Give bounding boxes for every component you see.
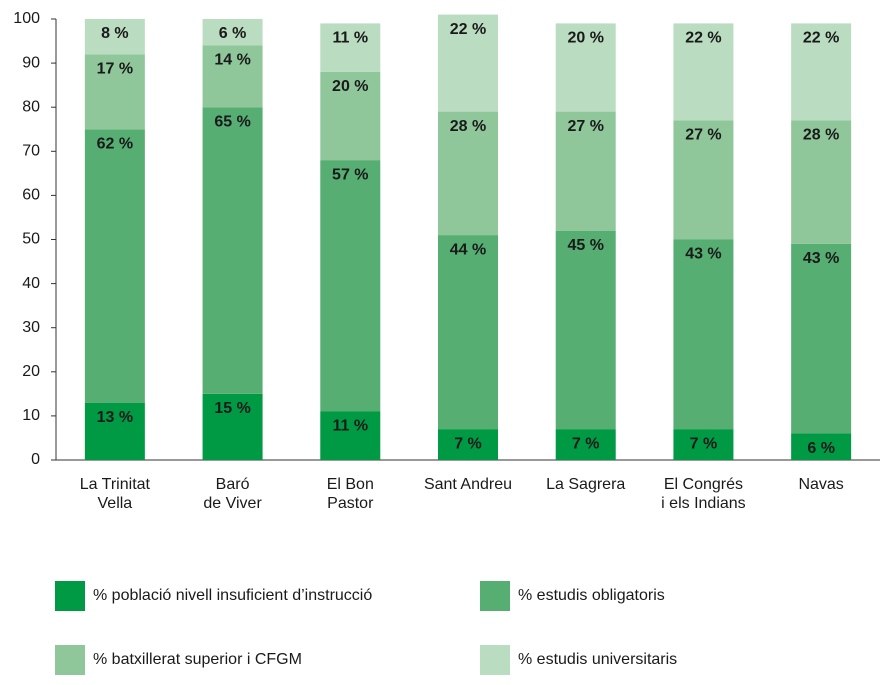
bar-segment <box>438 111 498 236</box>
value-label: 22 % <box>685 30 721 47</box>
x-tick-label: La Trinitat <box>80 476 151 493</box>
value-label: 17 % <box>97 60 133 77</box>
value-label: 7 % <box>454 435 482 452</box>
x-tick-label: La Sagrera <box>546 476 625 493</box>
bar-segment <box>438 235 498 430</box>
y-tick-label: 50 <box>22 231 40 248</box>
y-tick-label: 0 <box>31 451 40 468</box>
value-label: 20 % <box>567 30 603 47</box>
legend-label: % estudis obligatoris <box>518 587 665 604</box>
bar-segment <box>555 111 616 231</box>
bar-segment <box>791 120 852 244</box>
bar-segment <box>438 14 498 112</box>
x-tick-label: Vella <box>98 495 133 512</box>
value-label: 22 % <box>803 30 839 47</box>
bar-segment <box>84 129 145 403</box>
bar-segment <box>791 433 852 460</box>
bar-segment <box>555 429 616 460</box>
x-tick-label: Sant Andreu <box>424 476 512 493</box>
y-tick-label: 80 <box>22 98 40 115</box>
y-tick-label: 100 <box>13 10 40 27</box>
bar-segment <box>673 23 734 121</box>
value-label: 45 % <box>567 237 603 254</box>
bar-segment <box>202 45 263 108</box>
value-label: 7 % <box>572 435 600 452</box>
value-label: 43 % <box>685 246 721 263</box>
bar-segment <box>84 54 145 130</box>
x-tick-label: i els Indians <box>661 495 746 512</box>
legend-label: % població nivell insuficient d’instrucc… <box>93 587 372 604</box>
x-tick-label: Baró <box>216 476 250 493</box>
value-label: 28 % <box>803 127 839 144</box>
bar-segment <box>791 243 852 434</box>
x-tick-label: de Viver <box>203 495 262 512</box>
legend-swatch <box>480 645 510 675</box>
legend-label: % estudis universitaris <box>518 651 677 668</box>
x-tick-label: El Congrés <box>664 476 743 493</box>
y-tick-label: 20 <box>22 363 40 380</box>
bar-segment <box>320 411 381 460</box>
bar-segment <box>320 71 381 161</box>
bar-segment <box>791 23 852 121</box>
y-tick-label: 40 <box>22 275 40 292</box>
bar-segment <box>673 429 734 460</box>
value-label: 14 % <box>214 52 250 69</box>
bar-segment <box>202 19 263 46</box>
y-tick-label: 60 <box>22 187 40 204</box>
value-label: 43 % <box>803 250 839 267</box>
value-label: 57 % <box>332 166 368 183</box>
value-label: 65 % <box>214 113 250 130</box>
value-label: 22 % <box>450 21 486 38</box>
value-label: 28 % <box>450 118 486 135</box>
bar-segment <box>555 23 616 112</box>
bar-segment <box>320 23 381 72</box>
y-tick-label: 90 <box>22 54 40 71</box>
value-label: 15 % <box>214 400 250 417</box>
bar-segment <box>673 239 734 430</box>
value-label: 11 % <box>332 30 368 47</box>
bar-segment <box>438 429 498 460</box>
x-tick-label: Navas <box>798 476 843 493</box>
value-label: 8 % <box>101 25 129 42</box>
x-tick-label: Pastor <box>327 495 374 512</box>
value-label: 13 % <box>97 409 133 426</box>
value-label: 62 % <box>97 135 133 152</box>
value-label: 27 % <box>567 118 603 135</box>
value-label: 20 % <box>332 78 368 95</box>
x-tick-label: El Bon <box>327 476 374 493</box>
bar-segment <box>84 402 145 460</box>
y-tick-label: 30 <box>22 319 40 336</box>
legend-swatch <box>480 581 510 611</box>
bar-segment <box>84 19 145 55</box>
value-label: 6 % <box>219 25 247 42</box>
y-tick-label: 10 <box>22 407 40 424</box>
bar-segment <box>555 230 616 430</box>
bar-segment <box>320 160 381 412</box>
legend-label: % batxillerat superior i CFGM <box>93 651 302 668</box>
value-label: 6 % <box>807 440 835 457</box>
bar-segment <box>202 393 263 460</box>
y-tick-label: 70 <box>22 143 40 160</box>
value-label: 27 % <box>685 127 721 144</box>
bar-segment <box>202 107 263 394</box>
legend-swatch <box>55 645 85 675</box>
value-label: 44 % <box>450 241 486 258</box>
bar-segment <box>673 120 734 240</box>
legend-swatch <box>55 581 85 611</box>
value-label: 7 % <box>690 435 718 452</box>
value-label: 11 % <box>332 418 368 435</box>
